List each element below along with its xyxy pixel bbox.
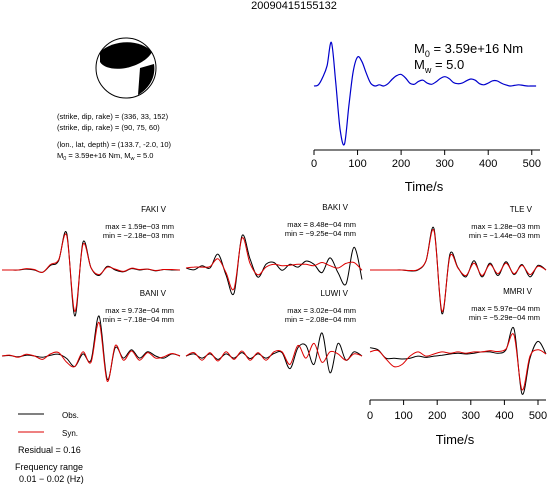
waveform-tick-label: 200 (428, 410, 446, 422)
beachball (95, 37, 157, 99)
nodal-plane-1: (strike, dip, rake) = (336, 33, 152) (57, 112, 169, 121)
station-max: max = 1.59e−03 mm (105, 222, 174, 231)
waveform-tick-label: 100 (394, 410, 412, 422)
station-min: min = −5.29e−04 mm (469, 313, 540, 322)
observed-trace (1, 315, 181, 380)
mechanism-text: (strike, dip, rake) = (336, 33, 152) (st… (57, 112, 172, 162)
stf-xlabel: Time/s (405, 179, 444, 194)
frequency-title: Frequency range (15, 462, 83, 472)
legend-obs-label: Obs. (62, 411, 79, 420)
nodal-plane-2: (strike, dip, rake) = (90, 75, 60) (57, 123, 160, 132)
stf-tick-label: 500 (523, 158, 541, 170)
location-line: (lon., lat, depth) = (133.7, -2.0, 10) (57, 140, 172, 149)
synthetic-trace (1, 321, 181, 382)
synthetic-trace (185, 237, 363, 291)
synthetic-trace (369, 333, 547, 391)
waveform-tick-label: 0 (367, 410, 373, 422)
station-min: min = −2.18e−03 mm (103, 231, 174, 240)
frequency-range: 0.01 − 0.02 (Hz) (19, 474, 84, 484)
stf-tick-label: 200 (392, 158, 410, 170)
waveform-time-axis: 0 100 200 300 400 500 Time/s (367, 399, 547, 447)
observed-trace (185, 332, 363, 374)
synthetic-trace (2, 233, 181, 312)
stf-magnitude: Mw = 5.0 (414, 57, 464, 75)
station-name: TLE V (510, 205, 533, 214)
stf-curve (313, 41, 537, 146)
station-max: max = 8.48e−04 mm (287, 220, 356, 229)
waveform-tick-label: 500 (529, 410, 547, 422)
stf-panel: 0 100 200 300 400 500 Time/s M0 = 3.59e+16 Nm… (311, 41, 541, 194)
station-name: BAKI V (322, 203, 348, 212)
stf-moment: M0 = 3.59e+16 Nm (414, 41, 523, 59)
station-max: max = 1.28e−03 mm (471, 222, 540, 231)
station-name: BANI V (140, 289, 167, 298)
moment-line: M0 = 3.59e+16 Nm, Mw = 5.0 (57, 151, 153, 162)
observed-trace (2, 231, 181, 317)
station-min: min = −2.08e−04 mm (285, 315, 356, 324)
station-name: FAKI V (141, 205, 167, 214)
stf-tick-label: 100 (348, 158, 366, 170)
beachball-compression-upper (100, 42, 152, 69)
synthetic-trace (185, 342, 363, 365)
station-min: min = −9.25e−04 mm (285, 229, 356, 238)
beachball-compression-lower (138, 64, 155, 95)
station-name: MMRI V (503, 287, 533, 296)
waveform-tick-label: 300 (462, 410, 480, 422)
waveform-tick-label: 400 (495, 410, 513, 422)
station-name: LUWI V (320, 289, 348, 298)
observed-trace (370, 226, 547, 315)
station-max: max = 3.02e−04 mm (287, 306, 356, 315)
stf-tick-label: 0 (311, 158, 317, 170)
station-max: max = 9.73e−04 mm (105, 306, 174, 315)
legend-syn-label: Syn. (62, 429, 78, 438)
event-title: 20090415155132 (251, 0, 337, 12)
station-max: max = 5.97e−04 mm (471, 304, 540, 313)
station-min: min = −7.18e−04 mm (103, 315, 174, 324)
station-min: min = −1.44e−03 mm (469, 231, 540, 240)
legend: Obs. Syn. (18, 411, 79, 438)
waveform-xlabel: Time/s (436, 432, 475, 447)
waveform-ticks: 0 100 200 300 400 500 (367, 400, 547, 422)
synthetic-trace (370, 229, 547, 312)
stf-tick-label: 400 (479, 158, 497, 170)
stf-tick-label: 300 (435, 158, 453, 170)
stf-ticks: 0 100 200 300 400 500 (311, 150, 541, 170)
residual-text: Residual = 0.16 (18, 445, 81, 455)
observed-trace (369, 326, 547, 395)
observed-trace (185, 234, 363, 296)
